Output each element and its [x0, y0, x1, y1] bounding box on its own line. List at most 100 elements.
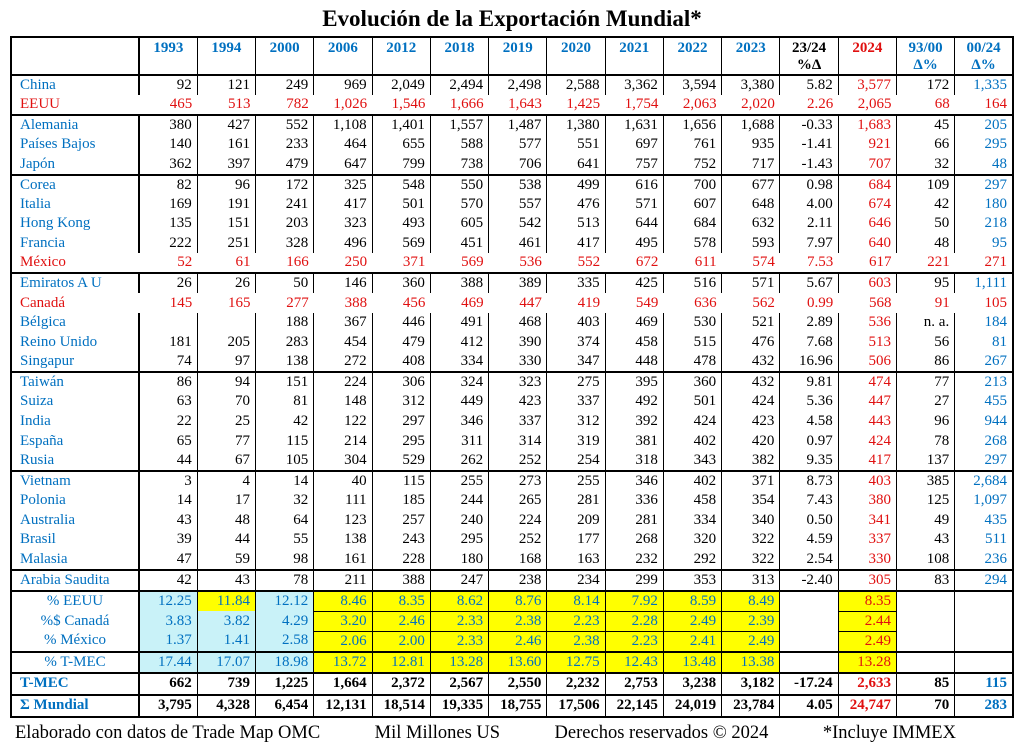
value-cell: 43 — [138, 510, 198, 531]
value-cell: 3.20 — [313, 610, 373, 632]
col-header-2020: 2020 — [546, 37, 606, 76]
value-cell: 203 — [255, 214, 315, 234]
value-cell: 605 — [429, 214, 490, 234]
empty-cell — [779, 611, 839, 632]
value-cell: 294 — [954, 569, 1014, 592]
value-cell: 271 — [954, 253, 1013, 275]
value-cell: 515 — [662, 332, 723, 353]
value-cell: 3,380 — [721, 75, 781, 95]
table-body: China 92 121 249 969 2,049 2,494 2,498 2,588 3,36… — [10, 75, 1014, 717]
value-cell: 603 — [837, 273, 897, 294]
page-title: Evolución de la Exportación Mundial* — [322, 6, 702, 31]
value-cell: 188 — [255, 312, 315, 333]
value-cell: 782 — [255, 95, 314, 116]
value-cell: 98 — [255, 549, 315, 571]
value-cell: 574 — [721, 253, 780, 275]
value-cell: 548 — [371, 174, 431, 195]
value-cell: 4.29 — [255, 611, 315, 632]
value-cell: 2,049 — [371, 75, 431, 95]
value-cell: 257 — [371, 510, 431, 531]
row-label: Hong Kong — [10, 214, 140, 234]
value-cell: 646 — [837, 214, 897, 234]
row-label: Vietnam — [10, 470, 140, 491]
value-cell: 166 — [255, 253, 314, 275]
value-cell: 254 — [546, 450, 606, 472]
value-cell: -17.24 — [779, 672, 839, 696]
empty-cell — [895, 611, 956, 632]
value-cell: 172 — [255, 174, 315, 195]
value-cell: 324 — [429, 372, 490, 393]
value-cell: 12.25 — [138, 590, 198, 612]
empty-cell — [895, 590, 956, 612]
value-cell: 799 — [371, 154, 431, 176]
value-cell: 2.49 — [662, 610, 723, 632]
value-cell: 1,754 — [605, 95, 664, 116]
value-cell: 240 — [429, 510, 490, 531]
value-cell: 12.75 — [546, 651, 606, 674]
col-header-93-00: 93/00 Δ% — [895, 37, 956, 76]
value-cell: 17 — [196, 490, 257, 511]
value-cell: 50 — [895, 214, 956, 234]
value-cell: 662 — [138, 672, 198, 696]
row-eeuu: % EEUU 12.25 11.84 12.12 8.46 8.35 8.62 8.76 8.1… — [10, 590, 1014, 612]
value-cell: 273 — [488, 470, 548, 491]
value-cell: 390 — [488, 332, 548, 353]
value-cell: 95 — [954, 233, 1014, 254]
value-cell: 402 — [662, 431, 723, 451]
value-cell: 2,753 — [604, 672, 664, 696]
value-cell: 42 — [255, 411, 315, 432]
value-cell: 78 — [255, 569, 315, 592]
value-cell: 347 — [546, 352, 606, 374]
value-cell: 255 — [429, 470, 490, 491]
value-cell: 529 — [371, 450, 431, 472]
value-cell: 371 — [721, 470, 781, 491]
value-cell: 8.46 — [313, 590, 373, 612]
row-label: Corea — [10, 174, 140, 195]
row-label: Países Bajos — [10, 135, 140, 155]
value-cell: 423 — [721, 411, 781, 432]
value-cell: 360 — [662, 372, 723, 393]
value-cell: 360 — [371, 273, 431, 294]
value-cell: 252 — [488, 530, 548, 550]
row-hong-kong: Hong Kong 135 151 203 323 493 605 542 513 644 684 6… — [10, 214, 1014, 234]
value-cell: 4.05 — [779, 694, 839, 717]
value-cell: 706 — [488, 154, 548, 176]
value-cell: 493 — [371, 214, 431, 234]
value-cell: 232 — [604, 549, 664, 571]
value-cell: 44 — [196, 530, 257, 550]
value-cell: 570 — [429, 194, 490, 215]
value-cell: 636 — [694, 294, 717, 311]
value-cell: 184 — [954, 312, 1014, 333]
value-cell: 607 — [662, 194, 723, 215]
value-cell: 697 — [604, 135, 664, 155]
value-cell: 1,225 — [255, 672, 315, 696]
value-cell: 12.81 — [371, 651, 431, 674]
value-cell: 213 — [954, 372, 1014, 393]
value-cell: 122 — [313, 411, 373, 432]
value-cell: 616 — [604, 174, 664, 195]
value-cell: 304 — [313, 450, 373, 472]
value-cell: 392 — [604, 411, 664, 432]
value-cell: 2,065 — [838, 95, 897, 116]
value-cell: 8.14 — [546, 590, 606, 612]
value-cell: 2,232 — [546, 672, 606, 696]
row-pa-ses-bajos: Países Bajos 140 161 233 464 655 588 577 551 697 7… — [10, 135, 1014, 155]
value-cell: 479 — [371, 332, 431, 353]
value-cell: 172 — [895, 75, 956, 95]
value-cell: 513 — [546, 214, 606, 234]
value-cell: 24,747 — [837, 694, 897, 717]
value-cell: 123 — [313, 510, 373, 531]
value-cell: 94 — [196, 372, 257, 393]
value-cell: 42 — [138, 569, 198, 592]
value-cell: 325 — [313, 174, 373, 195]
value-cell: 205 — [196, 332, 257, 353]
value-cell: 424 — [837, 431, 897, 451]
value-cell: 468 — [488, 312, 548, 333]
row-alemania: Alemania 380 427 552 1,108 1,401 1,557 1,487 1,3… — [10, 115, 1014, 135]
value-cell: 81 — [255, 392, 315, 412]
value-cell: 700 — [662, 174, 723, 195]
value-cell: 146 — [313, 273, 373, 294]
value-cell: 469 — [604, 312, 664, 333]
value-cell: 13.28 — [837, 651, 897, 674]
